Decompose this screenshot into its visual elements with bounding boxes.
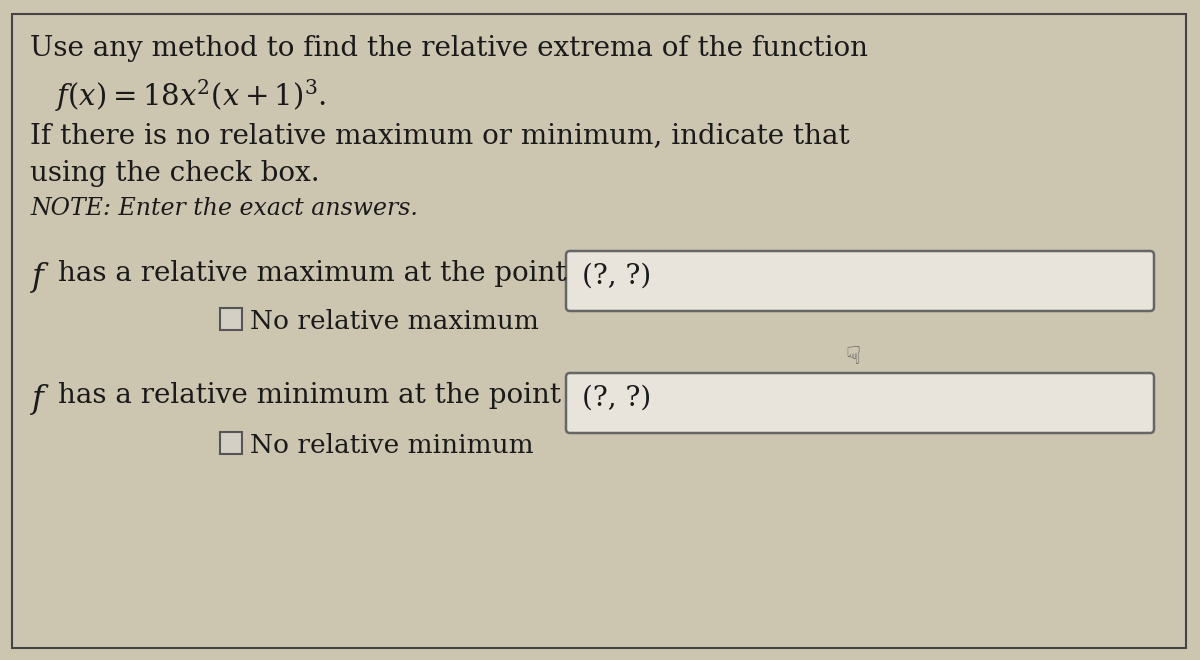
Text: $f(x) = 18x^2(x+1)^3.$: $f(x) = 18x^2(x+1)^3.$ [55, 77, 326, 114]
Text: No relative maximum: No relative maximum [250, 309, 539, 334]
FancyBboxPatch shape [566, 251, 1154, 311]
Text: has a relative minimum at the point: has a relative minimum at the point [58, 382, 562, 409]
Text: (?, ?): (?, ?) [582, 385, 652, 412]
FancyBboxPatch shape [566, 373, 1154, 433]
Text: No relative minimum: No relative minimum [250, 433, 534, 458]
FancyBboxPatch shape [220, 308, 242, 330]
Text: If there is no relative maximum or minimum, indicate that: If there is no relative maximum or minim… [30, 122, 850, 149]
Text: Use any method to find the relative extrema of the function: Use any method to find the relative extr… [30, 35, 868, 62]
Text: $f$: $f$ [30, 260, 50, 295]
FancyBboxPatch shape [12, 14, 1186, 648]
Text: (?, ?): (?, ?) [582, 263, 652, 290]
Text: NOTE: Enter the exact answers.: NOTE: Enter the exact answers. [30, 197, 418, 220]
FancyBboxPatch shape [220, 432, 242, 454]
Text: ☟: ☟ [845, 345, 860, 369]
Text: has a relative maximum at the point: has a relative maximum at the point [58, 260, 566, 287]
Text: $f$: $f$ [30, 382, 50, 417]
Text: using the check box.: using the check box. [30, 160, 319, 187]
